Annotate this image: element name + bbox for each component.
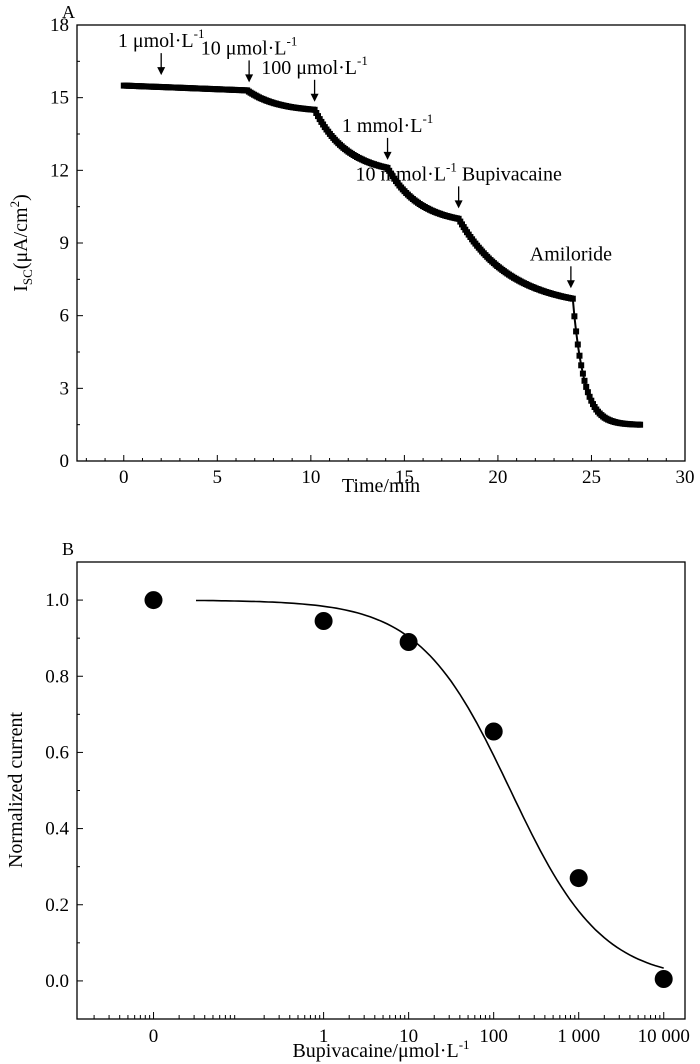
panel-b-ticks: 0 1 10 100 1 000 10 000 0.0 0.2 0.4 0.6 0.8 1.0 (45, 590, 690, 1047)
a-x-tick-label: 10 (301, 467, 320, 488)
panel-a-y-axis-title: ISC(μA/cm2) (7, 194, 35, 292)
a-trace-point (573, 328, 580, 335)
a-trace-point (571, 313, 578, 320)
a-x-tick-label: 15 (395, 467, 414, 488)
panel-b-fit-curve (196, 599, 664, 969)
b-y-tick-label: 0.8 (45, 666, 69, 687)
a-trace-point (313, 110, 320, 116)
a-y-tick-label: 15 (50, 88, 69, 109)
b-x-tick-label: 100 (479, 1026, 508, 1047)
b-y-tick-label: 1.0 (45, 590, 69, 611)
annotation-label: 1 μmol·L-1 (118, 26, 205, 52)
a-trace-point (586, 393, 593, 400)
a-y-tick-label: 0 (60, 451, 70, 472)
a-y-tick-label: 9 (60, 233, 70, 254)
b-y-tick-label: 0.2 (45, 895, 69, 916)
annotation-arrowhead (310, 93, 319, 102)
b-x-tick-label: 10 (399, 1026, 418, 1047)
b-x-tick-label: 1 (319, 1026, 329, 1047)
a-trace-point (311, 106, 318, 113)
b-data-point (144, 591, 163, 610)
panel-b-plot-frame (76, 561, 686, 1020)
a-x-tick-label: 5 (213, 467, 223, 488)
a-y-tick-label: 18 (50, 15, 69, 36)
b-data-point (314, 612, 333, 630)
annotation-arrowhead (566, 280, 575, 289)
a-trace-point (637, 421, 644, 428)
annotation-label: 100 μmol·L-1 (261, 53, 368, 79)
annotation-label: 1 mmol·L-1 (342, 111, 433, 137)
a-x-tick-label: 20 (488, 467, 507, 488)
a-trace-point (579, 370, 586, 377)
a-y-tick-label: 3 (60, 378, 70, 399)
annotation-arrowhead (245, 74, 254, 83)
panel-b-x-axis-title: Bupivacaine/μmol·L-1 (292, 1037, 469, 1062)
a-trace-point (578, 362, 585, 369)
a-trace-point (588, 397, 595, 404)
b-data-point (569, 869, 588, 888)
b-data-point (654, 970, 673, 988)
b-x-tick-label: 1 000 (557, 1026, 600, 1047)
b-y-tick-label: 0.6 (45, 742, 69, 763)
panel-b-label: B (62, 539, 74, 559)
panel-a-x-axis-title: Time/min (342, 475, 420, 497)
a-trace-point (576, 352, 583, 359)
annotation-label: Amiloride (530, 243, 612, 265)
panel-a-label: A (62, 2, 75, 22)
a-trace-point (581, 377, 588, 384)
panel-b-y-axis-title: Normalized current (5, 712, 27, 868)
a-trace-point (584, 389, 591, 396)
b-data-point (484, 722, 503, 741)
a-x-tick-label: 25 (582, 467, 601, 488)
annotation-arrowhead (383, 151, 392, 160)
b-fit-line (196, 599, 664, 969)
a-trace-point (569, 295, 576, 302)
annotation-arrowhead (454, 200, 463, 209)
b-y-tick-label: 0.0 (45, 971, 69, 992)
a-y-tick-label: 6 (60, 306, 70, 327)
b-y-tick-label: 0.4 (45, 819, 69, 840)
a-trace-point (574, 341, 581, 348)
annotation-arrowhead (157, 67, 166, 76)
a-x-tick-label: 0 (119, 467, 129, 488)
panel-a-ticks: 0 5 10 15 20 25 30 0 3 6 9 12 15 18 (50, 15, 695, 488)
b-x-tick-label: 0 (149, 1026, 159, 1047)
panel-b-dose-response: B 0 1 10 100 1 000 10 000 0.0 0.2 0.4 0.6 0.8 1.0 B… (5, 539, 690, 1062)
annotation-label: 10 μmol·L-1 (201, 33, 298, 59)
panel-a-time-course: A 0 5 10 15 20 25 30 0 3 6 9 12 15 18 1 μmol·L-110 μm… (7, 2, 695, 497)
a-x-tick-label: 30 (676, 467, 695, 488)
panel-a-isc-trace (120, 82, 644, 428)
a-y-tick-label: 12 (50, 160, 69, 181)
a-trace-point (583, 383, 590, 390)
b-data-point (399, 633, 418, 651)
b-x-tick-label: 10 000 (638, 1026, 690, 1047)
panel-b-data-points (144, 591, 673, 988)
annotation-label: 10 mmol·L-1 Bupivacaine (356, 159, 562, 185)
